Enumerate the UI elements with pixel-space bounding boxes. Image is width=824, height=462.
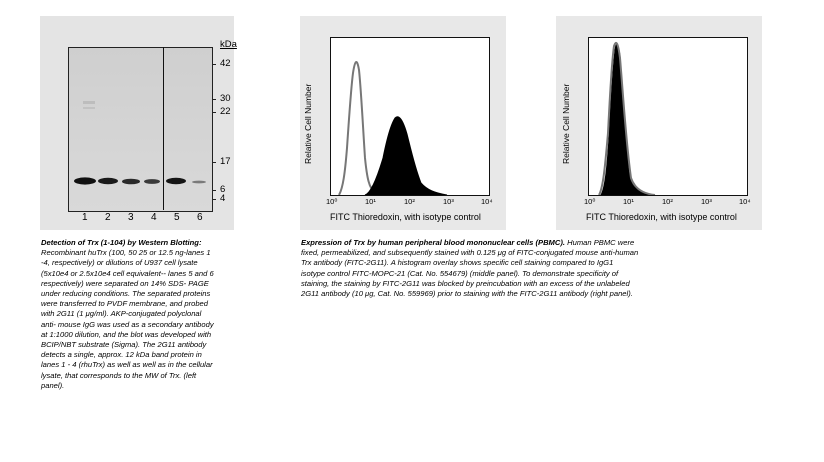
caption-line: Trx antibody (FITC-2G11). A histogram ov… — [301, 258, 614, 268]
caption-line: were transferred to PVDF membrane, and p… — [41, 299, 209, 309]
caption-line: lanes 1 - 4 (rhuTrx) as well as well as … — [41, 360, 213, 370]
caption-line: at 1:1000 dilution, and the blot was dev… — [41, 329, 212, 339]
kda-label: kDa — [220, 39, 237, 50]
caption-line: 2G11 antibody (10 μg, Cat. No. 559969) p… — [301, 289, 633, 299]
band-lane-5 — [166, 177, 186, 185]
lane-label-3: 3 — [128, 212, 134, 223]
marker-4: 4 — [220, 193, 226, 204]
caption-line: staining, the staining by FITC-2G11 was … — [301, 278, 630, 288]
middle-x-tick-1: 10¹ — [365, 197, 376, 206]
isotype-control-curve — [338, 61, 392, 196]
middle-x-axis-label: FITC Thioredoxin, with isotype control — [330, 212, 481, 222]
caption-line: panel). — [41, 380, 65, 390]
band-lane-4 — [144, 179, 160, 184]
middle-y-axis-label: Relative Cell Number — [303, 83, 313, 164]
middle-histogram-plot — [330, 37, 490, 196]
western-blot-membrane — [68, 47, 213, 212]
lane-label-6: 6 — [197, 212, 203, 223]
marker-tick — [212, 190, 216, 191]
marker-tick — [212, 99, 216, 100]
marker-tick — [212, 64, 216, 65]
middle-x-tick-0: 10⁰ — [326, 197, 338, 206]
caption-line: (5x10e4 or 2.5x10e4 cell equivalent-- la… — [41, 268, 214, 278]
caption-line: fixed, permeabilized, and subsequently s… — [301, 248, 639, 258]
caption-line: -4, respectively) or dilutions of U937 c… — [41, 258, 198, 268]
blot-smudge — [83, 107, 95, 109]
marker-tick — [212, 162, 216, 163]
caption-line: BCIP/NBT substrate (Sigma). The 2G11 ant… — [41, 340, 207, 350]
caption-right-first-line: Expression of Trx by human peripheral bl… — [301, 238, 635, 247]
lane-label-2: 2 — [105, 212, 111, 223]
fitc-2g11-curve — [364, 116, 448, 196]
band-lane-3 — [122, 178, 140, 185]
right-x-tick-0: 10⁰ — [584, 197, 596, 206]
marker-42: 42 — [220, 58, 231, 69]
right-x-axis-label: FITC Thioredoxin, with isotype control — [586, 212, 737, 222]
band-lane-1 — [74, 177, 96, 185]
marker-22: 22 — [220, 106, 231, 117]
lane-label-1: 1 — [82, 212, 88, 223]
marker-17: 17 — [220, 156, 231, 167]
right-x-tick-2: 10² — [662, 197, 673, 206]
right-histogram-plot — [588, 37, 748, 196]
middle-histogram-curves — [338, 61, 448, 196]
blot-smudge — [83, 101, 95, 104]
right-isotype-control-curve — [598, 41, 656, 196]
right-x-tick-1: 10¹ — [623, 197, 634, 206]
caption-right: Expression of Trx by human peripheral bl… — [301, 238, 771, 299]
blot-bands — [69, 48, 212, 211]
caption-line: anti- mouse IgG was used as a secondary … — [41, 319, 214, 329]
caption-line: respectively) were separated on 14% SDS-… — [41, 278, 209, 288]
middle-x-tick-4: 10⁴ — [481, 197, 493, 206]
caption-line: with 2G11 (1 μg/ml). AKP-conjugated poly… — [41, 309, 202, 319]
middle-x-tick-3: 10³ — [443, 197, 454, 206]
middle-x-tick-2: 10² — [404, 197, 415, 206]
caption-line: isotype control FITC-MOPC-21 (Cat. No. 5… — [301, 268, 619, 278]
marker-tick — [212, 112, 216, 113]
caption-line: under reducing conditions. The separated… — [41, 289, 211, 299]
lane-label-5: 5 — [174, 212, 180, 223]
right-x-tick-3: 10³ — [701, 197, 712, 206]
caption-line: Recombinant huTrx (100, 50 25 or 12.5 ng… — [41, 248, 211, 258]
marker-tick — [212, 199, 216, 200]
right-x-tick-4: 10⁴ — [739, 197, 751, 206]
band-lane-6 — [192, 180, 206, 184]
blot-lane-divider — [163, 47, 164, 210]
marker-30: 30 — [220, 93, 231, 104]
caption-line: detects a single, approx. 12 kDa band pr… — [41, 350, 202, 360]
lane-label-4: 4 — [151, 212, 157, 223]
caption-left: Detection of Trx (1-104) by Western Blot… — [41, 238, 281, 391]
marker-6: 6 — [220, 184, 226, 195]
caption-line: lysate, that corresponds to the MW of Tr… — [41, 370, 197, 380]
caption-left-title: Detection of Trx (1-104) by Western Blot… — [41, 238, 202, 247]
right-y-axis-label: Relative Cell Number — [561, 83, 571, 164]
right-histogram-curves — [598, 41, 656, 196]
band-lane-2 — [98, 177, 118, 185]
